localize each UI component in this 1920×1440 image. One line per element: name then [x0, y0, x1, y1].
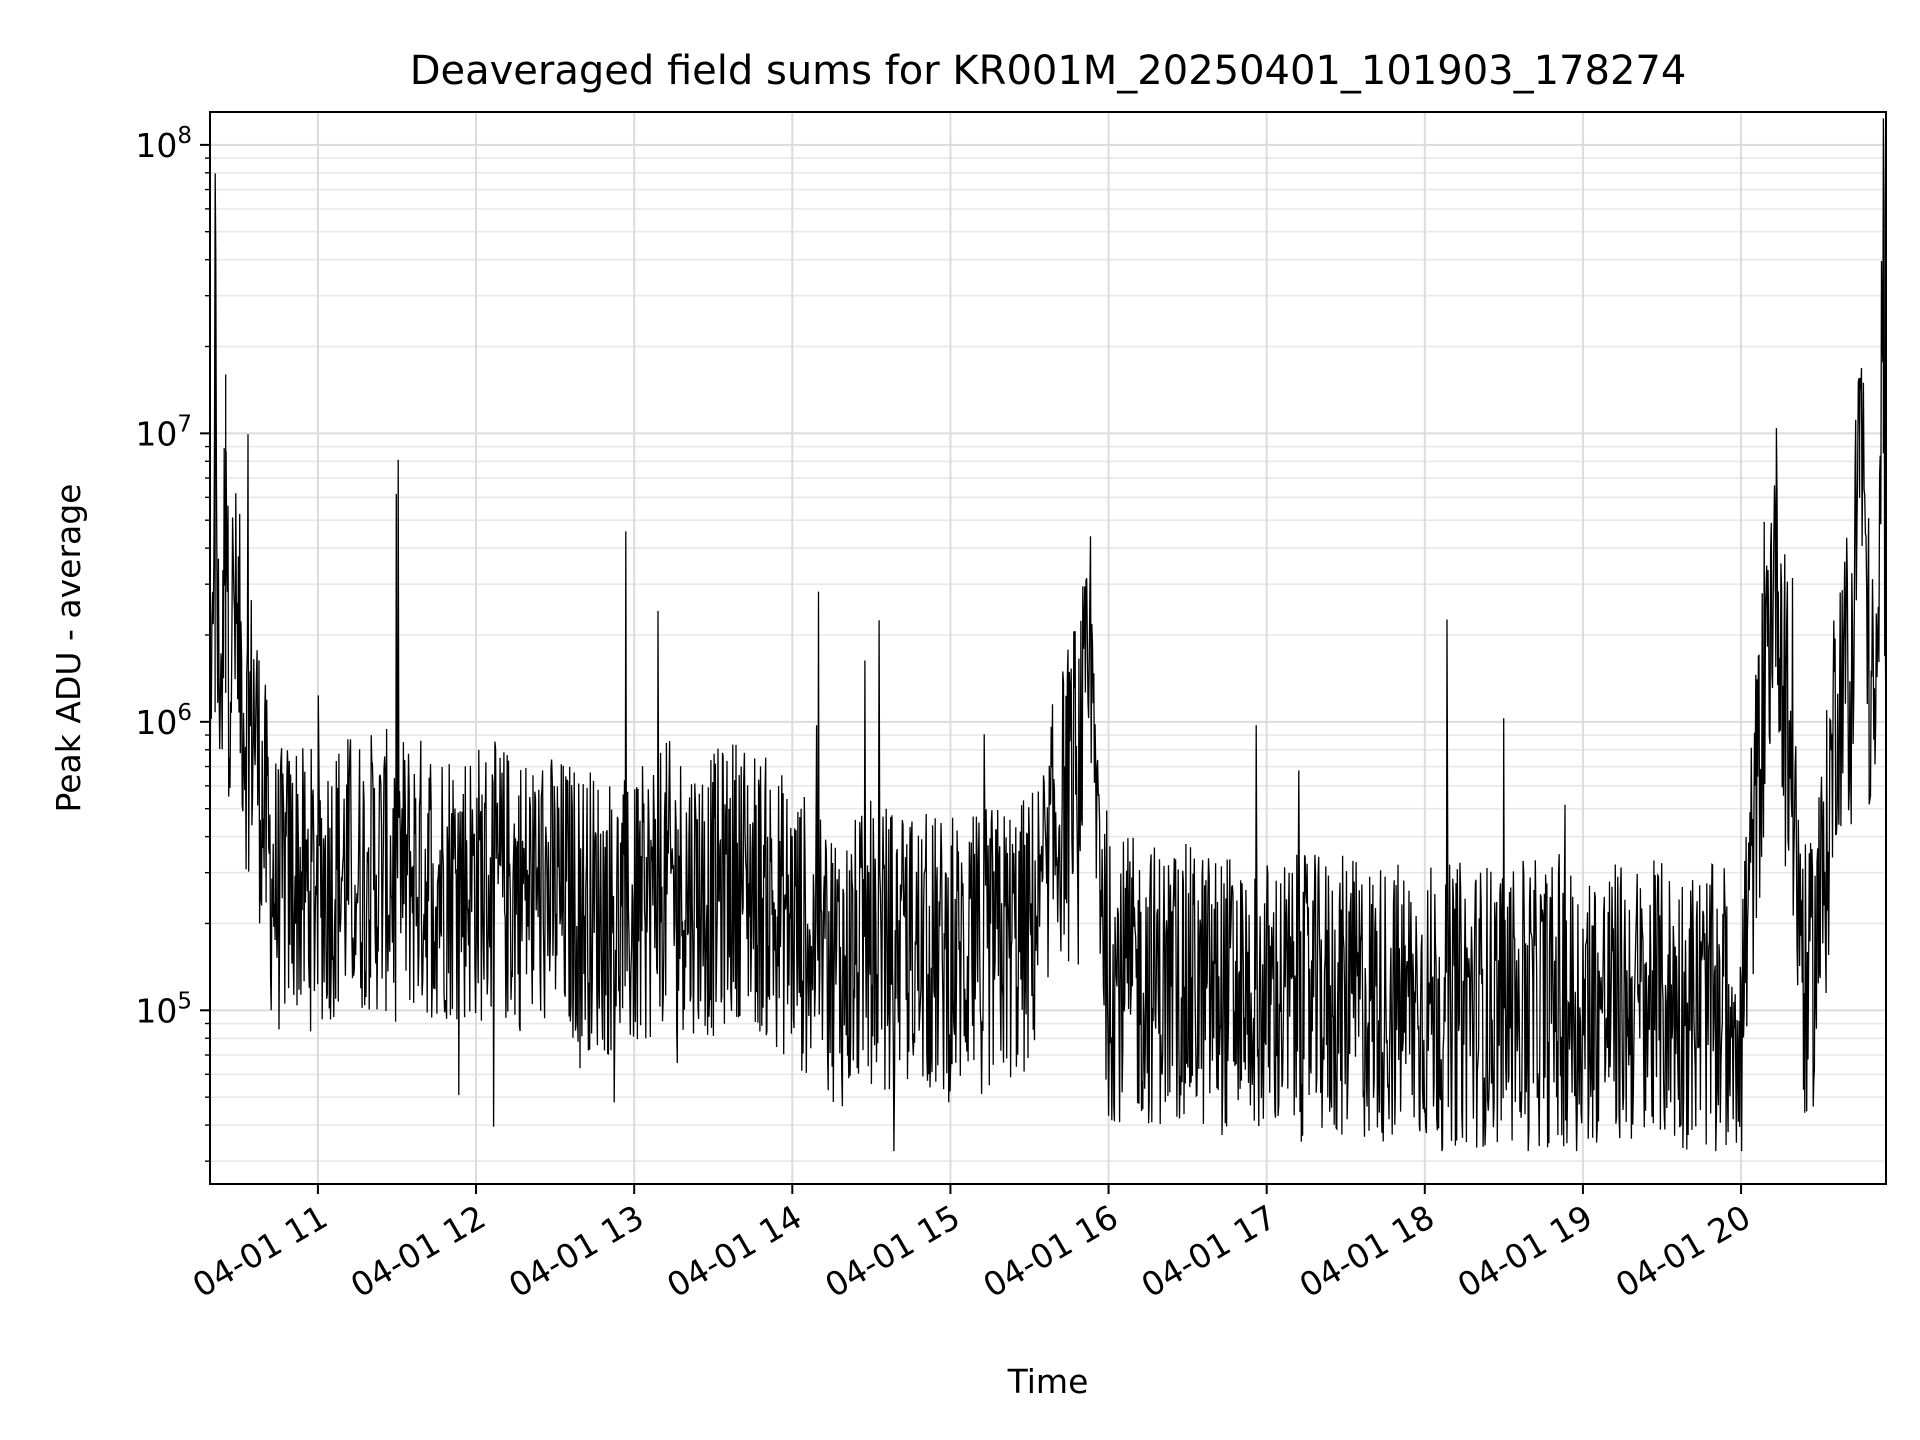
axes-frame: [209, 111, 1887, 1185]
chart-title: Deaveraged field sums for KR001M_2025040…: [410, 48, 1687, 94]
y-tick-label: 105: [135, 988, 192, 1030]
y-tick-label: 107: [135, 411, 192, 453]
series-line: [209, 118, 1887, 1152]
plot-area: [209, 118, 1887, 1152]
y-axis-label: Peak ADU - average: [49, 484, 88, 813]
y-tick-label: 108: [135, 123, 192, 165]
x-axis-label: Time: [1007, 1362, 1089, 1401]
y-tick-label: 106: [135, 700, 192, 742]
